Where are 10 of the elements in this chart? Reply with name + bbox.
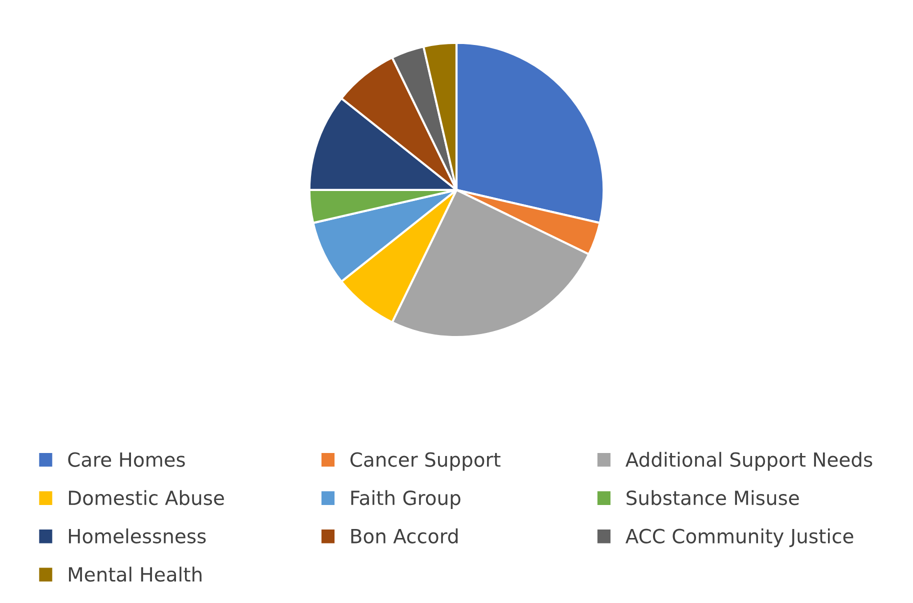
legend-label: Bon Accord bbox=[351, 528, 458, 544]
legend-label: Substance Misuse bbox=[626, 490, 799, 506]
legend-label: Homelessness bbox=[68, 528, 206, 544]
legend-label: Additional Support Needs bbox=[626, 452, 872, 471]
legend-label: Care Homes bbox=[68, 452, 185, 467]
legend-label: ACC Community Justice bbox=[626, 528, 854, 548]
legend-label: Domestic Abuse bbox=[68, 490, 224, 506]
legend-label: Faith Group bbox=[351, 490, 460, 509]
legend-label: Mental Health bbox=[68, 566, 202, 582]
legend-label: Cancer Support bbox=[350, 452, 500, 471]
